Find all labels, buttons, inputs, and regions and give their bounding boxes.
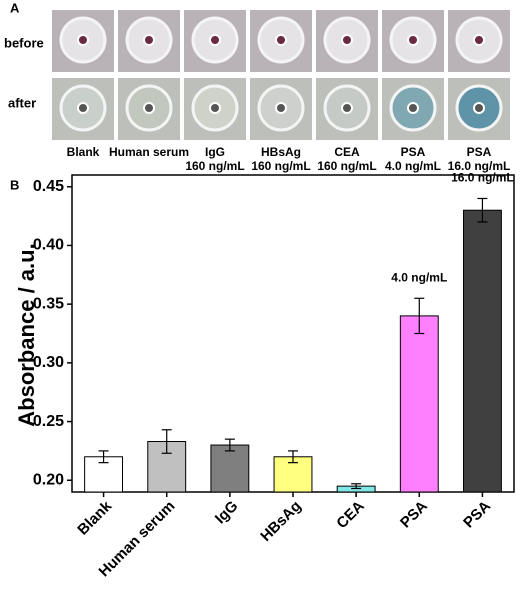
bar bbox=[210, 444, 250, 493]
bar bbox=[462, 209, 502, 493]
annotation: 16.0 ng/mL bbox=[451, 171, 514, 185]
column-label: IgG bbox=[205, 145, 225, 159]
x-tick-label: HBsAg bbox=[257, 498, 304, 545]
x-tick-label: CEA bbox=[333, 497, 368, 532]
well-dot bbox=[341, 34, 353, 46]
well-dot bbox=[341, 102, 353, 114]
column-label: PSA bbox=[467, 145, 492, 159]
x-tick-label: PSA bbox=[460, 497, 494, 531]
y-tick-label: 0.35 bbox=[33, 295, 64, 312]
column-label: Blank bbox=[67, 145, 100, 159]
y-tick-label: 0.30 bbox=[33, 354, 64, 371]
y-axis-label: Absorbance / a.u. bbox=[14, 243, 39, 426]
x-tick-label: IgG bbox=[212, 498, 242, 528]
well-dot bbox=[473, 34, 485, 46]
well-dot bbox=[275, 34, 287, 46]
annotation: 4.0 ng/mL bbox=[391, 270, 447, 284]
y-tick-label: 0.20 bbox=[33, 471, 64, 488]
well-dot bbox=[143, 34, 155, 46]
well-dot bbox=[209, 102, 221, 114]
x-tick-label: PSA bbox=[397, 497, 431, 531]
bar bbox=[399, 315, 439, 493]
column-conc: 16.0 ng/mL bbox=[448, 159, 511, 173]
row-label: after bbox=[8, 95, 36, 110]
well-dot bbox=[209, 34, 221, 46]
y-tick-label: 0.25 bbox=[33, 413, 64, 430]
well-dot bbox=[77, 102, 89, 114]
column-label: HBsAg bbox=[261, 145, 301, 159]
panel-label: B bbox=[10, 177, 19, 192]
column-label: PSA bbox=[401, 145, 426, 159]
column-conc: 160 ng/mL bbox=[185, 159, 244, 173]
column-label: CEA bbox=[334, 145, 360, 159]
column-conc: 160 ng/mL bbox=[317, 159, 376, 173]
column-conc: 160 ng/mL bbox=[251, 159, 310, 173]
panel-label: A bbox=[10, 0, 20, 15]
well-dot bbox=[77, 34, 89, 46]
bar bbox=[84, 456, 124, 493]
column-label: Human serum bbox=[109, 145, 189, 159]
row-label: before bbox=[4, 35, 44, 50]
y-tick-label: 0.45 bbox=[33, 178, 64, 195]
well-dot bbox=[275, 102, 287, 114]
y-tick-label: 0.40 bbox=[33, 237, 64, 254]
well-dot bbox=[407, 102, 419, 114]
x-tick-label: Blank bbox=[74, 497, 115, 538]
well-dot bbox=[473, 102, 485, 114]
plot-frame bbox=[71, 174, 515, 493]
well-dot bbox=[407, 34, 419, 46]
well-dot bbox=[143, 102, 155, 114]
column-conc: 4.0 ng/mL bbox=[385, 159, 441, 173]
